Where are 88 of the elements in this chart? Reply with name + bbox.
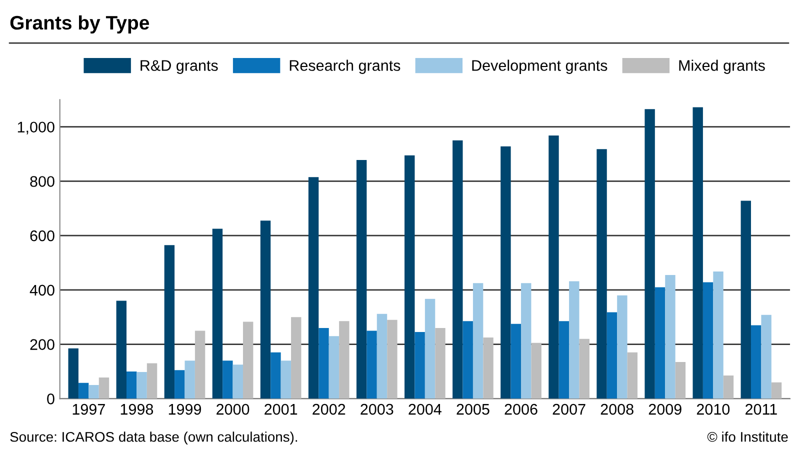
x-tick-label: 2011 [746, 404, 777, 415]
bar [500, 146, 511, 399]
bar [328, 336, 340, 399]
bar [510, 324, 522, 399]
bar [771, 382, 782, 399]
bar [232, 364, 243, 399]
bar [136, 372, 147, 399]
bar [308, 177, 319, 399]
x-tick-label: 2008 [600, 404, 634, 415]
bar [366, 330, 377, 399]
x-tick-label: 2002 [312, 404, 346, 415]
text: © ifo Institute [707, 432, 788, 442]
bar [531, 342, 542, 399]
bar [750, 325, 762, 399]
bar [569, 281, 580, 399]
bar [483, 337, 494, 399]
bar [606, 312, 618, 399]
legend-label: Research grants [290, 60, 400, 74]
bar [452, 140, 463, 399]
x-tick-label: 2005 [456, 404, 490, 415]
bar [88, 385, 99, 399]
bar [212, 228, 223, 399]
bar [702, 282, 714, 399]
bar [761, 314, 772, 399]
bar [68, 348, 78, 399]
bar [740, 200, 751, 399]
x-tick-label: 2001 [264, 404, 298, 415]
bar [242, 322, 254, 399]
bar [98, 377, 110, 399]
y-tick-label: 200 [30, 339, 54, 350]
bar [164, 245, 175, 399]
x-tick-label: 1999 [168, 404, 202, 415]
x-tick-label: 2004 [408, 404, 442, 415]
bar [675, 362, 686, 399]
x-tick-label: 2007 [552, 404, 586, 415]
y-tick-label: 400 [30, 284, 54, 296]
legend-label: R&D grants [140, 60, 218, 74]
y-tick-label: 800 [30, 176, 54, 187]
bar [339, 321, 350, 399]
x-tick-label: 2003 [360, 404, 394, 415]
bar [462, 321, 473, 399]
bar [521, 283, 532, 399]
x-tick-label: 2009 [648, 404, 682, 415]
bar [116, 300, 126, 399]
y-tick-label: 0 [47, 394, 54, 404]
x-tick-label: 1997 [72, 404, 105, 415]
bar [78, 382, 89, 399]
legend-label: Mixed grants [679, 60, 765, 74]
bar [194, 330, 206, 399]
bar [260, 220, 271, 399]
bar [280, 360, 292, 399]
bar [654, 287, 666, 399]
bar [146, 363, 158, 399]
bar [596, 149, 607, 399]
chart-title: Grants by Type [10, 15, 150, 34]
bar [184, 360, 195, 399]
bar [404, 155, 415, 399]
bar [548, 136, 559, 399]
x-tick-label: 2010 [696, 404, 730, 415]
bar [713, 271, 724, 399]
x-tick-label: 1998 [120, 404, 154, 415]
x-tick-label: 2000 [216, 404, 250, 415]
bar [356, 160, 367, 399]
bar [644, 109, 655, 399]
bar [387, 320, 398, 399]
source-note: Source: ICAROS data base (own calculations). [10, 432, 298, 445]
bar [627, 352, 638, 399]
legend-label: Development grants [472, 60, 608, 74]
bar [126, 371, 137, 399]
bar [376, 314, 388, 399]
bar [723, 376, 734, 399]
bar [270, 352, 281, 399]
bar [318, 328, 329, 399]
bar [472, 283, 484, 399]
y-tick-label: 600 [30, 230, 54, 242]
bar [665, 274, 676, 399]
bar [617, 295, 628, 399]
bar [692, 107, 703, 399]
bar [291, 317, 302, 399]
y-tick-label: 1,000 [18, 122, 54, 134]
bar [424, 298, 436, 399]
x-tick-label: 2006 [504, 404, 538, 415]
bar [174, 370, 185, 399]
bar [414, 332, 425, 399]
bar [222, 360, 233, 399]
bar [558, 321, 570, 399]
bar [435, 328, 446, 399]
bar [579, 338, 590, 399]
